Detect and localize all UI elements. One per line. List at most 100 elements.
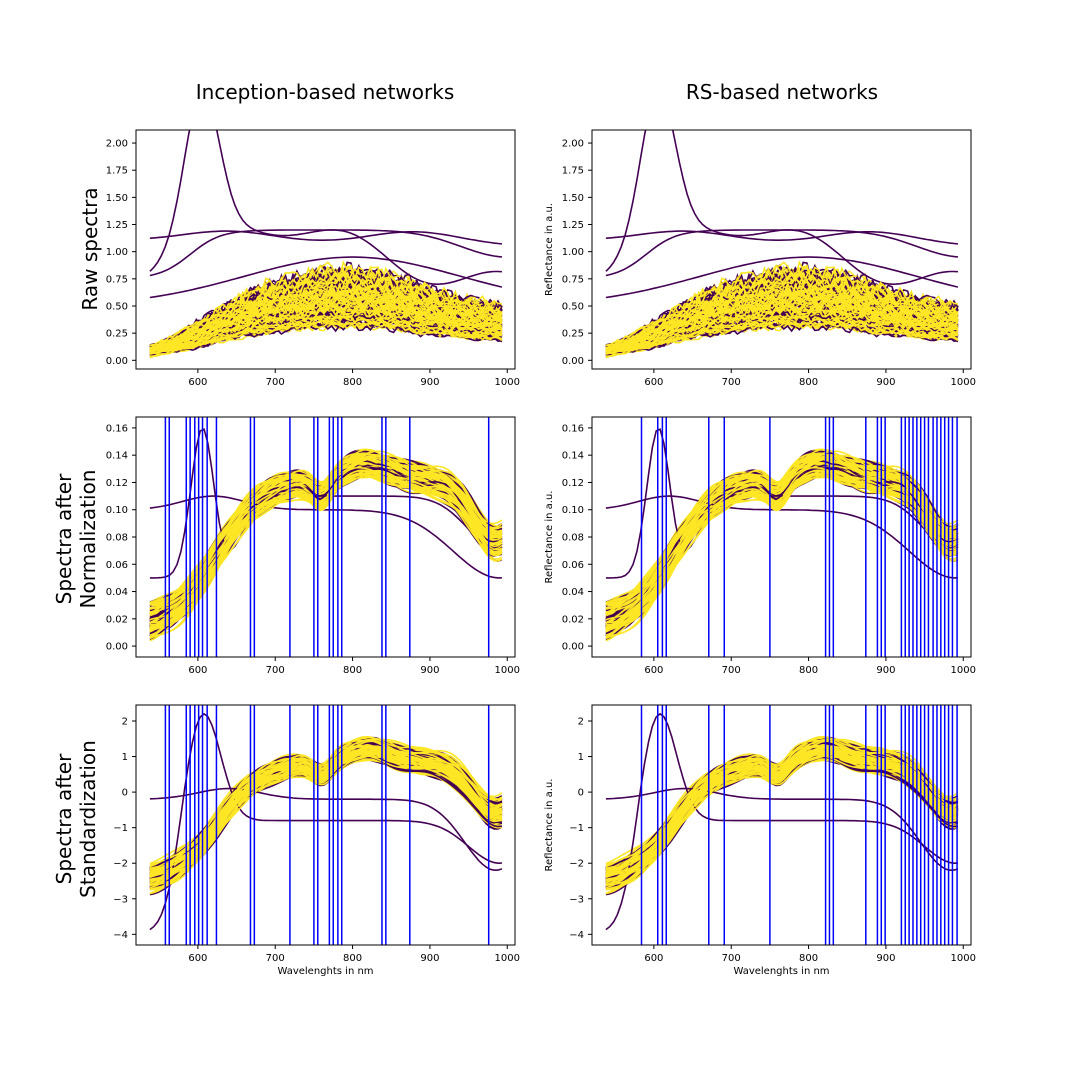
series-line-yellow-116	[605, 455, 959, 606]
y-tick-label: 1	[578, 752, 584, 763]
axes-frame	[135, 416, 516, 658]
series-line-purple-100	[149, 229, 502, 277]
y-tick-label: −2	[113, 859, 128, 870]
series-line-yellow-112	[605, 455, 959, 621]
x-tick-label: 1000	[495, 953, 520, 964]
series-line-purple-96	[149, 712, 502, 931]
y-tick-label: −2	[569, 859, 584, 870]
series-line-yellow-116	[605, 755, 959, 891]
y-tick-label: 0.00	[106, 642, 128, 653]
series-line-yellow-67	[149, 265, 502, 351]
series-line-purple-98	[605, 495, 958, 579]
series-line-purple-96	[605, 130, 958, 286]
y-tick-label: 1.25	[562, 220, 584, 231]
series-line-yellow-112	[149, 294, 503, 351]
x-tick-label: 900	[420, 953, 439, 964]
series-line-yellow-108	[605, 320, 959, 355]
x-tick-label: 600	[644, 953, 663, 964]
y-tick-label: 0.25	[562, 329, 584, 340]
series-line-yellow-119	[149, 735, 503, 875]
panel-raw-rs: 0.00 0.25 0.50 0.75 1.00 1.25 1.50 1.75 2.00 600 7…	[544, 129, 976, 388]
series-line-yellow-67	[605, 265, 958, 351]
x-tick-label: 600	[644, 377, 663, 388]
series-line-yellow-119	[149, 470, 503, 629]
y-tick-label: 1.75	[106, 166, 128, 177]
y-tick-label: −1	[113, 823, 128, 834]
y-tick-label: 0.06	[106, 560, 128, 571]
y-tick-label: 0.75	[562, 274, 584, 285]
series-line-purple-102	[605, 256, 959, 299]
axes-frame	[135, 129, 516, 370]
series-line-yellow-120	[149, 308, 502, 352]
x-tick-label: 1000	[951, 953, 976, 964]
x-tick-label: 800	[799, 953, 818, 964]
y-tick-label: 0.10	[562, 505, 584, 516]
series-line-yellow-116	[605, 290, 959, 350]
series-line-yellow-119	[149, 314, 503, 358]
y-tick-label: 0.10	[106, 505, 128, 516]
axes-frame	[591, 704, 972, 946]
series-group	[149, 417, 503, 657]
series-line-yellow-117	[605, 456, 959, 628]
x-tick-label: 900	[420, 377, 439, 388]
series-line-yellow-117	[605, 745, 959, 868]
y-tick-label: 0.16	[562, 423, 584, 434]
series-line-yellow-121	[605, 260, 959, 346]
y-tick-label: 0.00	[562, 356, 584, 367]
y-tick-label: −3	[569, 894, 584, 905]
series-line-yellow-120	[605, 308, 958, 352]
y-tick-label: 0.14	[562, 451, 584, 462]
series-line-yellow-111	[149, 450, 503, 616]
series-group	[605, 417, 959, 657]
y-axis-label: Reflectance in a.u.	[544, 491, 555, 584]
y-tick-label: 2	[122, 717, 128, 728]
series-line-yellow-116	[149, 290, 503, 350]
col-title-rs: RS-based networks	[685, 80, 879, 104]
y-tick-label: 0.08	[562, 533, 584, 544]
x-tick-label: 600	[188, 665, 207, 676]
y-tick-label: 1.50	[562, 193, 584, 204]
y-tick-label: 2.00	[562, 139, 584, 150]
series-line-yellow-117	[149, 745, 503, 868]
y-tick-label: 0.50	[562, 301, 584, 312]
y-tick-label: 1.75	[562, 166, 584, 177]
series-line-yellow-112	[605, 294, 959, 351]
y-tick-label: 0.75	[106, 274, 128, 285]
axes-frame	[591, 129, 972, 370]
y-tick-label: 0.00	[562, 642, 584, 653]
series-group	[605, 130, 959, 359]
series-line-yellow-121	[149, 260, 503, 346]
series-line-yellow-97	[605, 456, 959, 615]
series-line-purple-98	[605, 230, 958, 245]
series-line-purple-102	[149, 256, 503, 299]
x-tick-label: 1000	[951, 377, 976, 388]
series-line-yellow-118	[149, 751, 503, 886]
series-line-yellow-116	[149, 755, 503, 891]
series-line-yellow-113	[149, 746, 503, 877]
y-tick-label: 0.00	[106, 356, 128, 367]
x-tick-label: 900	[876, 377, 895, 388]
series-line-purple-92	[605, 323, 959, 356]
series-line-purple-96	[149, 428, 502, 579]
series-line-yellow-119	[605, 314, 959, 358]
y-tick-label: 0.12	[562, 478, 584, 489]
series-line-purple-100	[605, 229, 958, 277]
series-line-yellow-118	[605, 751, 959, 886]
series-line-yellow-117	[605, 277, 959, 347]
y-tick-label: 0.14	[106, 451, 128, 462]
series-line-purple-96	[605, 712, 958, 931]
y-tick-label: 1	[122, 752, 128, 763]
series-line-yellow-97	[149, 456, 503, 615]
y-tick-label: 0.02	[106, 614, 128, 625]
y-tick-label: −4	[113, 930, 128, 941]
x-tick-label: 700	[722, 377, 741, 388]
y-tick-label: 0.12	[106, 478, 128, 489]
series-line-yellow-118	[605, 292, 959, 354]
series-line-purple-92	[149, 323, 503, 356]
x-tick-label: 700	[722, 665, 741, 676]
panel-raw-inception: 0.00 0.25 0.50 0.75 1.00 1.25 1.50 1.75 2.00 600 7…	[106, 129, 520, 388]
series-line-yellow-117	[149, 277, 503, 347]
series-line-purple-98	[149, 230, 502, 245]
x-tick-label: 600	[188, 953, 207, 964]
